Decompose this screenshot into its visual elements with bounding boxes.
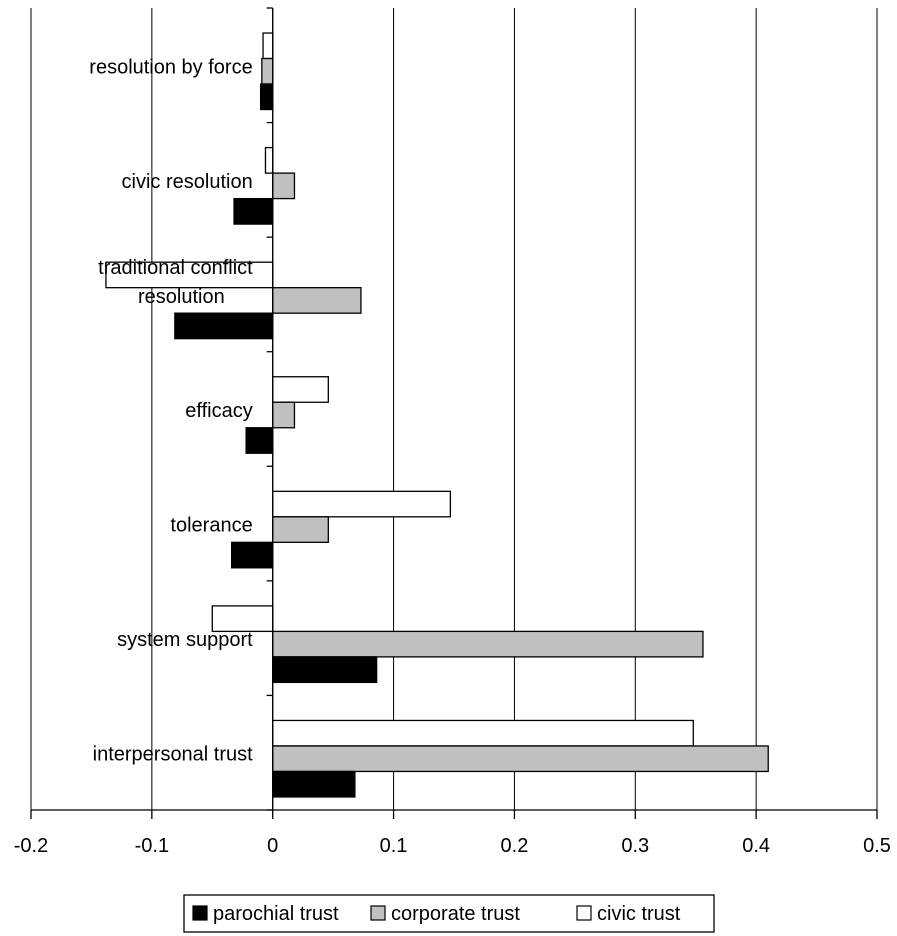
category-label-2-line0: traditional conflict	[98, 257, 253, 279]
bar-civic-trust-0	[262, 32, 274, 60]
category-label-0: resolution by force	[89, 56, 252, 78]
x-tick-label-0.5: 0.5	[863, 835, 891, 857]
legend-label-civic-trust: civic trust	[597, 903, 681, 925]
category-label-3: efficacy	[185, 400, 252, 422]
bar-civic-trust-1	[264, 146, 274, 174]
legend-label-corporate-trust: corporate trust	[391, 903, 520, 925]
bar-parochial-trust-6	[272, 770, 356, 798]
category-labels: resolution by force civic resolution tradi…	[89, 56, 253, 765]
bar-corporate-trust-1	[272, 172, 296, 200]
x-tick-label--0.1: -0.1	[135, 835, 169, 857]
bar-parochial-trust-0	[259, 83, 274, 111]
category-label-2-line1: resolution	[138, 286, 225, 308]
bar-corporate-trust-3	[272, 401, 296, 429]
x-tick-labels: -0.2 -0.1 0 0.1 0.2 0.3 0.4 0.5	[14, 835, 891, 857]
bar-parochial-trust-1	[233, 197, 274, 225]
legend-box	[183, 894, 715, 933]
category-label-6: interpersonal trust	[93, 744, 254, 766]
x-tick-label-0.3: 0.3	[621, 835, 649, 857]
bar-parochial-trust-4	[230, 541, 274, 569]
bar-civic-trust-4	[272, 490, 452, 518]
bar-corporate-trust-5	[272, 630, 704, 658]
bars	[105, 32, 769, 798]
bar-corporate-trust-0	[261, 57, 274, 85]
bar-civic-trust-2	[105, 261, 274, 289]
axes	[30, 7, 878, 819]
bar-corporate-trust-4	[272, 516, 329, 543]
bar-parochial-trust-5	[272, 656, 378, 684]
gridlines	[30, 8, 878, 810]
bar-civic-trust-3	[272, 376, 329, 403]
legend: parochial trust corporate trust civic trus…	[183, 894, 715, 933]
bar-parochial-trust-3	[245, 427, 274, 454]
bar-parochial-trust-2	[174, 312, 274, 340]
x-tick-label-0.4: 0.4	[742, 835, 770, 857]
x-tick-label-0: 0	[267, 835, 278, 857]
bar-civic-trust-5	[211, 605, 274, 633]
bar-corporate-trust-2	[272, 287, 362, 314]
legend-swatch-parochial-trust	[192, 905, 208, 921]
category-label-1: civic resolution	[122, 171, 253, 193]
x-tick-label--0.2: -0.2	[14, 835, 48, 857]
legend-swatch-civic-trust	[576, 905, 592, 921]
x-tick-label-0.2: 0.2	[501, 835, 529, 857]
legend-label-parochial-trust: parochial trust	[213, 903, 339, 925]
bar-corporate-trust-6	[272, 745, 769, 773]
x-tick-label-0.1: 0.1	[380, 835, 408, 857]
legend-swatch-corporate-trust	[370, 905, 386, 921]
category-label-4: tolerance	[170, 515, 252, 537]
category-label-5: system support	[117, 629, 253, 651]
bar-civic-trust-6	[272, 719, 694, 747]
